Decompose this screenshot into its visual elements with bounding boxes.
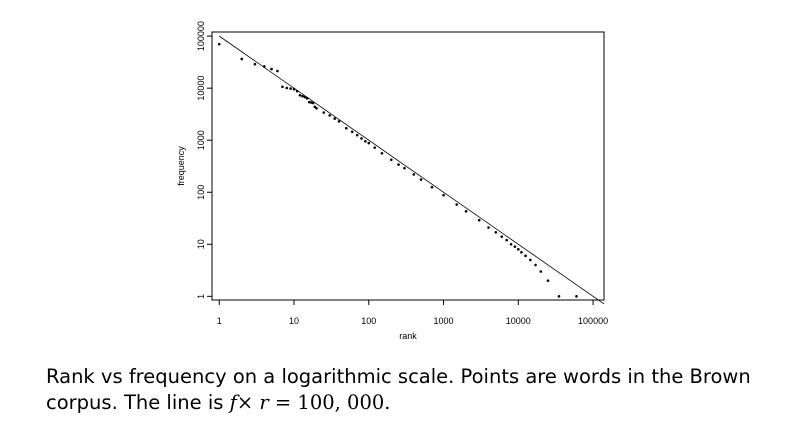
data-point bbox=[350, 130, 354, 134]
data-point bbox=[315, 106, 318, 110]
caption-line-2: corpus. The line is f× r = 100, 000. bbox=[46, 390, 766, 416]
figure-caption: Rank vs frequency on a logarithmic scale… bbox=[46, 364, 766, 416]
caption-line-1: Rank vs frequency on a logarithmic scale… bbox=[46, 365, 751, 388]
y-tick-label: 10000 bbox=[196, 76, 206, 101]
data-point bbox=[322, 111, 326, 114]
y-tick-label: 1 bbox=[196, 294, 206, 299]
formula-value: = 100, 000. bbox=[268, 391, 391, 414]
x-axis-title: rank bbox=[399, 331, 417, 341]
y-axis: 1 10 100 1000 10000 100000 bbox=[196, 21, 212, 299]
data-point bbox=[524, 254, 527, 258]
data-point bbox=[477, 218, 481, 222]
data-point bbox=[509, 242, 513, 246]
formula-f: f bbox=[229, 391, 237, 414]
data-point bbox=[500, 235, 504, 238]
data-point bbox=[328, 114, 331, 117]
data-point bbox=[344, 126, 348, 130]
x-tick-label: 10 bbox=[289, 316, 299, 326]
caption-formula: f× r = 100, 000. bbox=[230, 391, 391, 414]
data-point bbox=[464, 210, 468, 213]
data-point bbox=[360, 137, 363, 140]
data-point bbox=[389, 158, 393, 162]
data-point bbox=[397, 163, 400, 166]
x-tick-label: 100 bbox=[361, 316, 376, 326]
data-point bbox=[240, 57, 244, 61]
data-point bbox=[380, 152, 384, 155]
data-point bbox=[298, 94, 302, 97]
formula-r: r bbox=[259, 391, 269, 414]
data-point bbox=[307, 100, 311, 104]
x-tick-label: 10000 bbox=[506, 316, 531, 326]
caption-line-2-prefix: corpus. The line is bbox=[46, 391, 230, 414]
data-point bbox=[295, 89, 299, 93]
data-point bbox=[455, 203, 459, 206]
data-point bbox=[412, 173, 416, 176]
data-point bbox=[557, 295, 561, 298]
data-point bbox=[262, 65, 266, 68]
data-point bbox=[534, 263, 537, 267]
data-point bbox=[513, 245, 517, 248]
data-point bbox=[505, 238, 509, 242]
data-point bbox=[333, 117, 336, 120]
data-point bbox=[276, 69, 279, 73]
x-tick-label: 1 bbox=[217, 316, 222, 326]
data-point bbox=[281, 85, 284, 89]
y-tick-label: 100 bbox=[196, 185, 206, 200]
data-point bbox=[285, 86, 289, 90]
formula-times: × bbox=[236, 391, 254, 414]
plot-frame bbox=[211, 31, 605, 301]
y-tick-label: 100000 bbox=[196, 21, 206, 51]
data-point bbox=[419, 178, 423, 181]
data-point bbox=[305, 97, 309, 100]
data-point bbox=[270, 67, 273, 71]
y-axis-title: frequency bbox=[176, 146, 186, 186]
data-point bbox=[430, 185, 434, 189]
data-point bbox=[494, 230, 498, 234]
data-point bbox=[487, 226, 490, 229]
data-point bbox=[539, 270, 543, 273]
data-point bbox=[337, 120, 341, 123]
data-point bbox=[289, 87, 292, 90]
data-point bbox=[253, 62, 257, 66]
data-point bbox=[303, 95, 307, 99]
data-point bbox=[301, 94, 304, 98]
data-point bbox=[442, 193, 445, 197]
data-points bbox=[217, 42, 578, 298]
y-tick-label: 10 bbox=[196, 239, 206, 249]
zipf-chart: 1 10 100 1000 10000 100000 1 10 100 1000 10000 100… bbox=[176, 21, 608, 341]
data-point bbox=[355, 133, 359, 137]
reference-line bbox=[219, 35, 605, 305]
x-tick-label: 1000 bbox=[434, 316, 454, 326]
x-tick-label: 100000 bbox=[578, 316, 608, 326]
data-point bbox=[364, 140, 367, 143]
data-point bbox=[217, 42, 221, 46]
data-point bbox=[367, 141, 371, 145]
data-point bbox=[529, 258, 532, 262]
y-tick-label: 1000 bbox=[196, 130, 206, 150]
data-point bbox=[373, 146, 376, 149]
data-point bbox=[403, 166, 406, 170]
x-axis: 1 10 100 1000 10000 100000 bbox=[217, 300, 608, 326]
data-point bbox=[517, 248, 520, 251]
data-point bbox=[546, 279, 550, 282]
data-point bbox=[313, 105, 317, 109]
data-point bbox=[575, 295, 578, 298]
data-point bbox=[520, 251, 523, 254]
data-point bbox=[311, 101, 315, 105]
data-point bbox=[292, 87, 296, 91]
